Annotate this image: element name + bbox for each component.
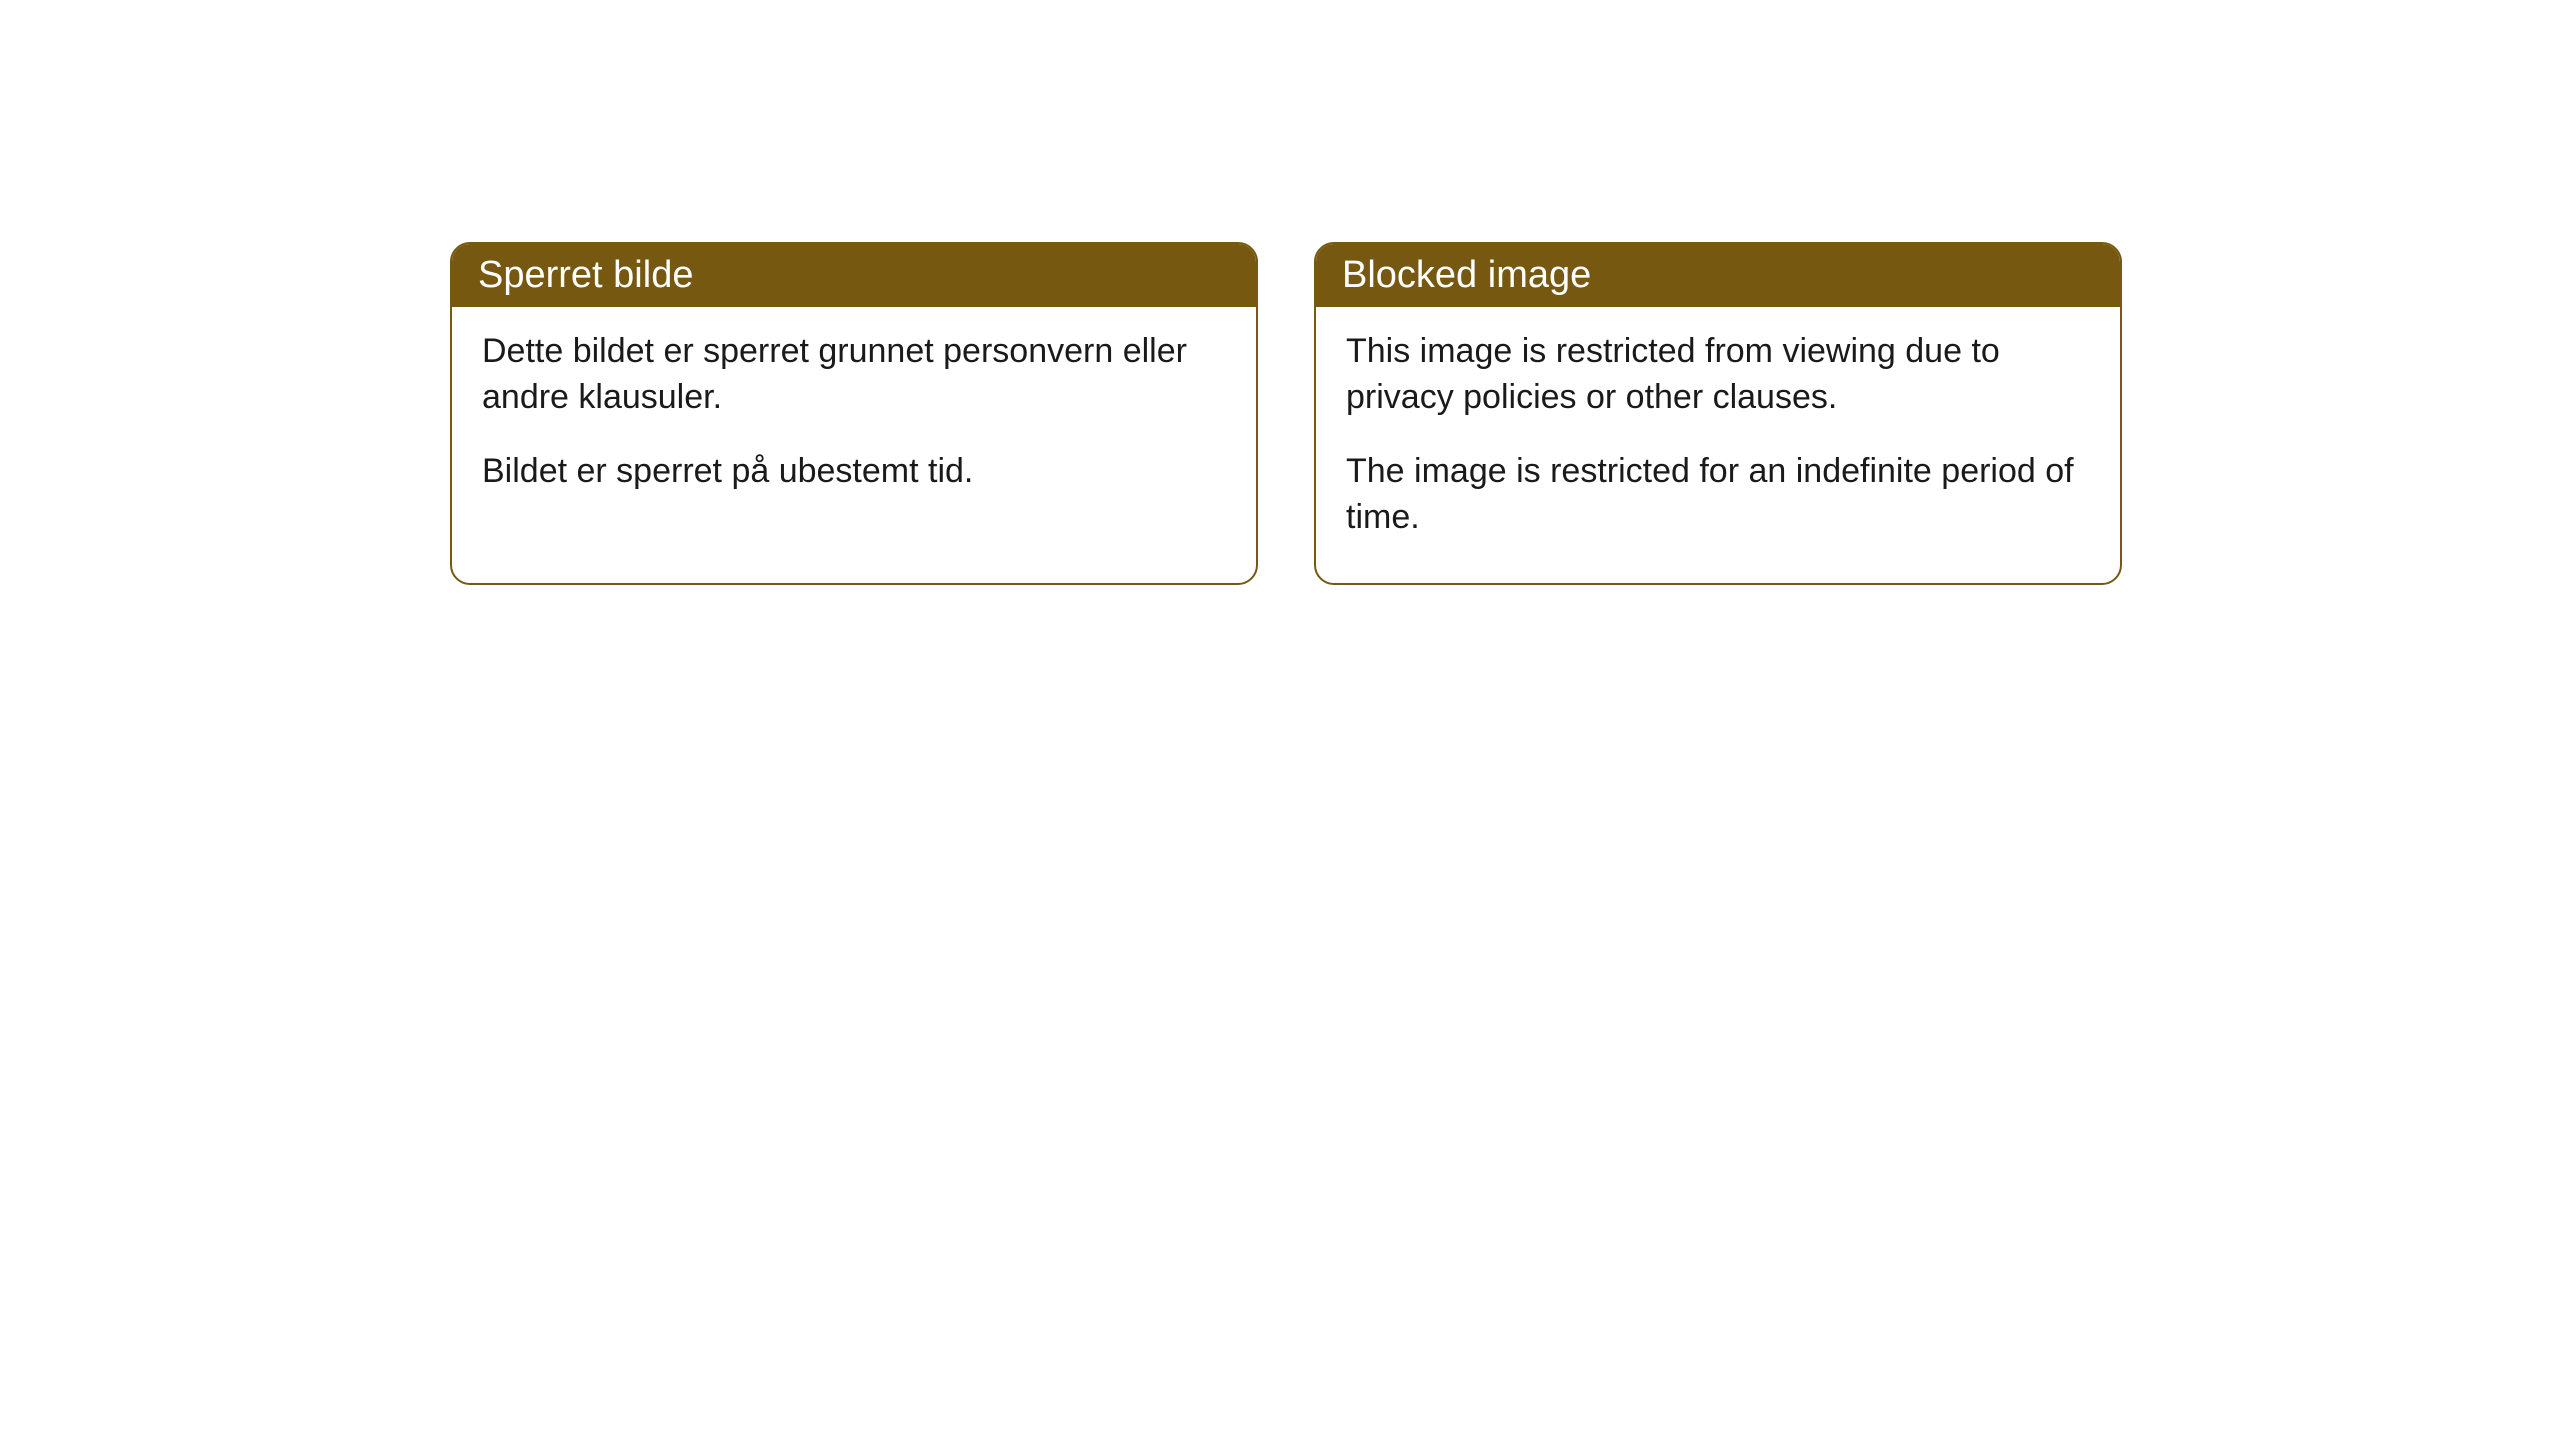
card-body: Dette bildet er sperret grunnet personve… (452, 307, 1256, 537)
card-title: Blocked image (1342, 254, 1591, 296)
card-title: Sperret bilde (478, 254, 693, 296)
card-paragraph: This image is restricted from viewing du… (1346, 329, 2090, 421)
notice-card-norwegian: Sperret bilde Dette bildet er sperret gr… (450, 242, 1258, 585)
card-paragraph: The image is restricted for an indefinit… (1346, 449, 2090, 541)
card-header: Blocked image (1316, 244, 2120, 307)
card-paragraph: Dette bildet er sperret grunnet personve… (482, 329, 1226, 421)
notice-cards-container: Sperret bilde Dette bildet er sperret gr… (450, 242, 2122, 585)
card-body: This image is restricted from viewing du… (1316, 307, 2120, 583)
card-header: Sperret bilde (452, 244, 1256, 307)
notice-card-english: Blocked image This image is restricted f… (1314, 242, 2122, 585)
card-paragraph: Bildet er sperret på ubestemt tid. (482, 449, 1226, 495)
